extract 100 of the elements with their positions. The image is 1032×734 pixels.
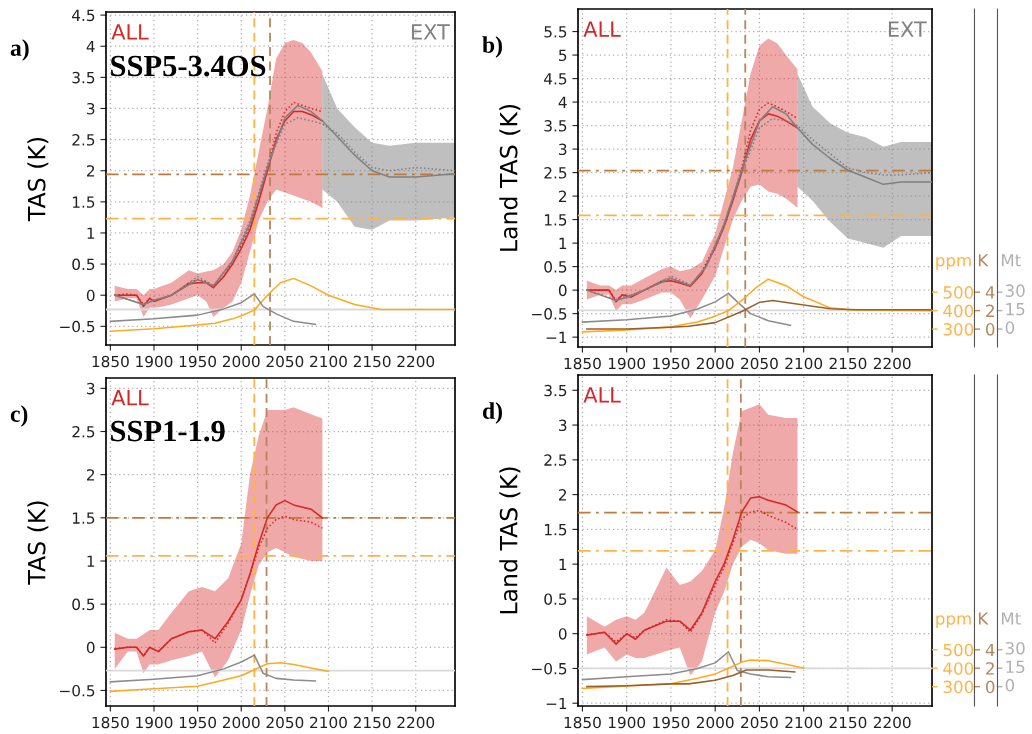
y-tick-label: −0.5 xyxy=(60,684,95,697)
y-tick-label: −1 xyxy=(546,697,567,710)
y-axis-title: Land TAS (K) xyxy=(499,104,521,251)
text: 0 xyxy=(1005,678,1015,692)
y-tick-label: 0.5 xyxy=(544,261,567,273)
x-tick-label: 1850 xyxy=(564,716,601,729)
x-tick-label: 1850 xyxy=(92,355,129,368)
text: d) xyxy=(482,402,502,424)
y-tick-label: 5 xyxy=(559,49,567,62)
x-tick-label: 2050 xyxy=(741,716,778,729)
y3-tick-label: 2 xyxy=(986,662,994,675)
y-axis-title: TAS (K) xyxy=(27,137,49,222)
x-tick-label: 2150 xyxy=(829,357,867,370)
y-tick-label: 5.5 xyxy=(544,26,567,38)
x-tick-label: 2050 xyxy=(266,716,304,729)
y3-tick-label: 0 xyxy=(986,680,995,694)
y-tick-label: 4 xyxy=(86,40,95,53)
text: 0 xyxy=(1005,321,1015,334)
y3-axis-title: K xyxy=(978,612,989,625)
x-tick-label: 1950 xyxy=(653,357,690,370)
y-tick-label: 0.5 xyxy=(72,258,95,271)
y-axis-title: TAS (K) xyxy=(27,501,49,585)
y-tick-label: 2 xyxy=(558,489,567,501)
x-tick-label: 1950 xyxy=(179,716,217,729)
y-tick-label: 2 xyxy=(558,190,567,202)
x-tick-label: 2100 xyxy=(310,355,347,368)
text: SSP1-1.9 xyxy=(111,420,225,442)
text: EXT xyxy=(888,21,927,37)
y-tick-label: 0 xyxy=(558,284,567,297)
y-tick-label: 0 xyxy=(558,628,567,640)
y2-tick-label: 400 xyxy=(943,662,974,675)
text: ALL xyxy=(583,387,621,403)
x-tick-label: 2000 xyxy=(222,355,260,368)
y-tick-label: −0.5 xyxy=(60,320,95,333)
text: ALL xyxy=(111,24,149,40)
y3-axis-title: K xyxy=(978,254,989,267)
text: a) xyxy=(10,39,29,61)
y-tick-label: 4.5 xyxy=(72,9,95,22)
x-tick-label: 1900 xyxy=(608,716,646,729)
y-tick-label: 3 xyxy=(559,419,567,432)
x-tick-label: 2200 xyxy=(397,716,435,729)
x-tick-label: 1900 xyxy=(136,355,173,368)
y2-axis-title: ppm xyxy=(936,256,971,270)
y-tick-label: 3 xyxy=(87,102,95,115)
text: 15 xyxy=(1006,303,1025,316)
y-tick-label: 1 xyxy=(559,558,567,570)
text: Mt xyxy=(1001,254,1021,267)
y-tick-label: 2 xyxy=(86,469,95,481)
x-tick-label: 2050 xyxy=(266,355,304,368)
x-tick-label: 2200 xyxy=(873,357,911,370)
y-tick-label: 4.5 xyxy=(544,73,567,85)
text: 30 xyxy=(1005,641,1025,655)
x-tick-label: 1900 xyxy=(136,716,173,729)
y-tick-label: 1 xyxy=(87,555,95,567)
x-tick-label: 2000 xyxy=(222,716,260,729)
y-tick-label: −0.5 xyxy=(532,662,567,675)
text: c) xyxy=(10,405,28,427)
x-tick-label: 2000 xyxy=(696,357,734,370)
x-tick-label: 1850 xyxy=(564,357,601,370)
y-tick-label: 1.5 xyxy=(72,512,95,524)
text: Mt xyxy=(1001,612,1021,625)
x-tick-label: 2150 xyxy=(353,716,391,729)
y-tick-label: 1.5 xyxy=(72,196,95,208)
x-tick-label: 2200 xyxy=(397,355,435,368)
y-tick-label: 1.5 xyxy=(544,214,567,226)
y2-tick-label: 500 xyxy=(943,286,974,299)
x-tick-label: 2200 xyxy=(873,716,911,729)
y-tick-label: −1 xyxy=(546,331,567,343)
x-tick-label: 1900 xyxy=(608,357,646,370)
y-tick-label: 1.5 xyxy=(544,524,567,536)
text: b) xyxy=(482,36,502,58)
x-tick-label: 2000 xyxy=(696,716,734,729)
x-tick-label: 2100 xyxy=(785,716,823,729)
y-tick-label: 1 xyxy=(87,227,95,239)
y-tick-label: 3.5 xyxy=(544,384,567,397)
y-tick-label: 3 xyxy=(559,143,567,156)
text: 15 xyxy=(1006,660,1025,674)
y-tick-label: 3.5 xyxy=(72,71,95,84)
y-tick-label: 0.5 xyxy=(72,598,95,611)
y-tick-label: 2.5 xyxy=(72,134,95,146)
y-tick-label: 2.5 xyxy=(72,425,95,438)
y-tick-label: −0.5 xyxy=(532,308,567,320)
y2-tick-label: 300 xyxy=(943,680,974,694)
text: SSP5-3.4OS xyxy=(111,55,266,77)
y2-tick-label: 300 xyxy=(943,323,974,336)
x-tick-label: 1950 xyxy=(653,716,690,729)
y-tick-label: 0.5 xyxy=(544,593,567,605)
x-tick-label: 1850 xyxy=(92,716,129,729)
y-tick-label: 3 xyxy=(87,382,95,395)
x-tick-label: 1950 xyxy=(179,355,217,368)
y-tick-label: 0 xyxy=(86,641,95,654)
text: ALL xyxy=(583,21,621,37)
y2-tick-label: 500 xyxy=(943,643,974,657)
x-tick-label: 2150 xyxy=(829,716,867,729)
y-tick-label: 3.5 xyxy=(544,120,567,132)
y-tick-label: 2 xyxy=(86,165,95,177)
y2-tick-label: 400 xyxy=(943,304,974,318)
text: ALL xyxy=(111,390,149,406)
y-axis-title: Land TAS (K) xyxy=(499,467,521,614)
y-tick-label: 1 xyxy=(559,237,567,249)
